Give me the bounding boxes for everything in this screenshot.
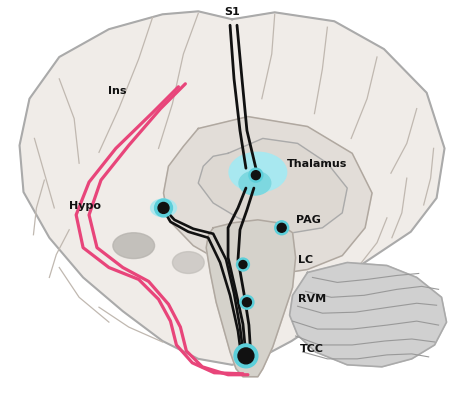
- Circle shape: [277, 223, 286, 232]
- Text: Thalamus: Thalamus: [287, 159, 347, 169]
- Text: PAG: PAG: [296, 215, 320, 225]
- Circle shape: [251, 171, 260, 180]
- Text: RVM: RVM: [298, 294, 326, 304]
- Circle shape: [158, 203, 169, 213]
- Text: S1: S1: [224, 7, 240, 17]
- Ellipse shape: [239, 171, 271, 195]
- Text: LC: LC: [298, 254, 313, 265]
- Ellipse shape: [151, 199, 176, 217]
- Ellipse shape: [113, 233, 155, 259]
- Circle shape: [238, 348, 254, 364]
- Text: TCC: TCC: [300, 344, 324, 354]
- Circle shape: [240, 295, 254, 309]
- Ellipse shape: [229, 152, 287, 192]
- Polygon shape: [206, 220, 296, 377]
- Circle shape: [234, 344, 258, 368]
- Circle shape: [249, 168, 263, 182]
- Circle shape: [239, 261, 247, 269]
- Circle shape: [243, 298, 251, 307]
- Text: Ins: Ins: [108, 86, 127, 96]
- Ellipse shape: [275, 223, 289, 233]
- Text: Hypo: Hypo: [69, 201, 101, 211]
- Polygon shape: [19, 11, 445, 365]
- Ellipse shape: [173, 252, 204, 273]
- Polygon shape: [198, 138, 347, 233]
- Circle shape: [237, 258, 249, 271]
- Circle shape: [275, 221, 289, 235]
- Circle shape: [155, 199, 173, 217]
- Polygon shape: [290, 263, 447, 367]
- Polygon shape: [164, 117, 372, 275]
